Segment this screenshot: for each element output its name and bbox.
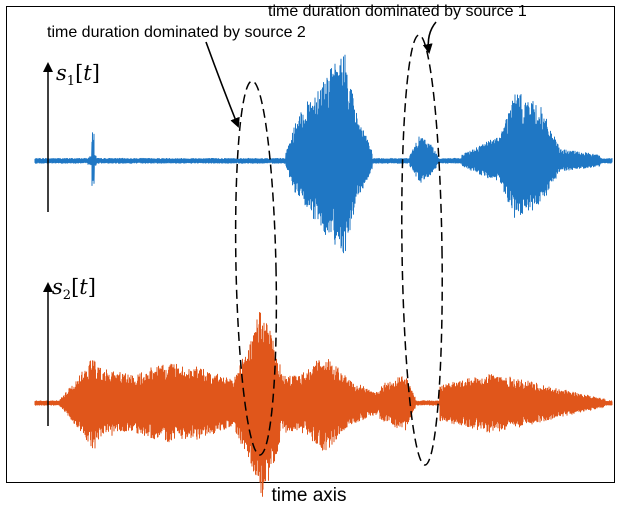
source2-region-ellipse — [234, 80, 278, 456]
waveform-s2 — [34, 312, 613, 497]
source2-annotation-arrow — [205, 41, 240, 128]
s2-label: s2[t] — [52, 275, 96, 303]
source2-annotation: time duration dominated by source 2 — [47, 24, 306, 41]
source1-annotation: time duration dominated by source 1 — [268, 3, 527, 20]
plot-frame — [6, 6, 615, 483]
source1-annotation-arrow — [422, 21, 437, 54]
s1-label: s1[t] — [56, 61, 100, 89]
source1-region-ellipse — [401, 34, 443, 466]
x-axis-label: time axis — [272, 485, 347, 506]
waveform-s1 — [34, 54, 613, 254]
